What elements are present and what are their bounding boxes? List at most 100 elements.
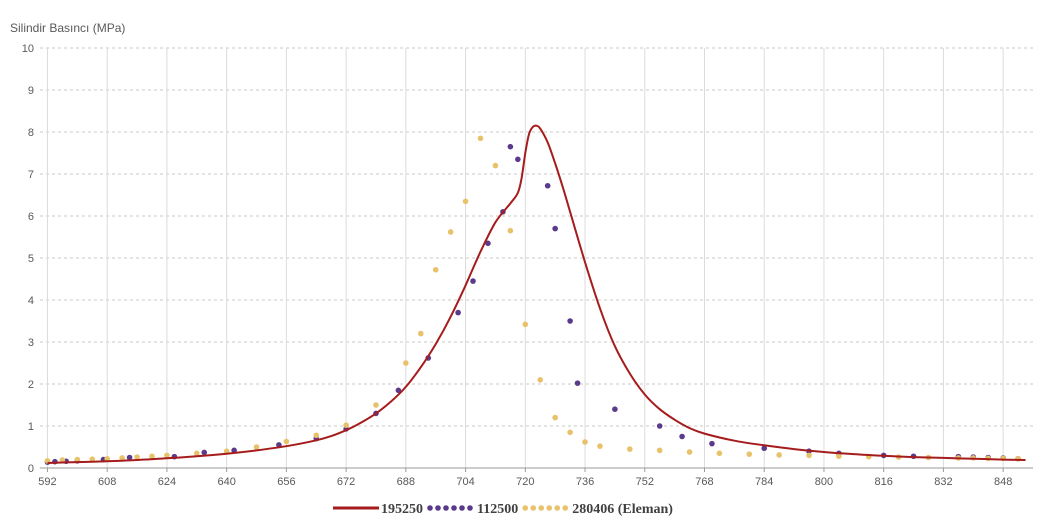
data-point-280406 (Eleman): [149, 453, 155, 460]
y-axis-title: Silindir Basıncı (MPa): [10, 21, 125, 35]
x-tick-label: 608: [98, 476, 116, 488]
x-tick-label: 624: [158, 476, 176, 488]
data-point-280406 (Eleman): [74, 456, 81, 463]
data-point-280406 (Eleman): [836, 453, 842, 460]
y-tick-label: 2: [28, 379, 34, 391]
legend-dot-swatch: [435, 505, 441, 511]
data-point-112500: [567, 318, 573, 324]
y-tick-label: 6: [28, 211, 34, 223]
y-tick-labels: 0 1 2 3 4 5 6 7 8 9 10: [22, 43, 34, 475]
y-tick-label: 9: [28, 85, 34, 97]
data-point-280406 (Eleman): [104, 455, 110, 462]
y-tick-label: 10: [22, 43, 34, 55]
x-tick-label: 704: [456, 476, 474, 488]
data-point-112500: [552, 225, 558, 232]
data-point-280406 (Eleman): [746, 451, 753, 457]
data-point-280406 (Eleman): [313, 432, 320, 439]
y-tick-label: 7: [28, 169, 34, 181]
data-point-280406 (Eleman): [552, 414, 558, 421]
data-point-112500: [126, 454, 133, 461]
data-point-112500: [201, 449, 208, 456]
data-point-112500: [679, 433, 685, 440]
data-point-280406 (Eleman): [253, 444, 260, 450]
y-tick-label: 3: [28, 337, 34, 349]
data-point-112500: [574, 380, 581, 386]
data-point-112500: [612, 406, 618, 413]
x-tick-label: 592: [38, 476, 56, 488]
data-point-112500: [507, 143, 514, 150]
x-tick-label: 768: [695, 476, 713, 488]
data-point-280406 (Eleman): [417, 330, 424, 337]
data-point-280406 (Eleman): [686, 449, 693, 455]
data-point-112500: [455, 309, 461, 316]
data-point-280406 (Eleman): [806, 452, 812, 459]
x-tick-label: 848: [994, 476, 1012, 488]
grid-lines: [40, 47, 1033, 472]
legend-label: 112500: [477, 502, 518, 517]
legend-dot-swatch: [467, 505, 473, 511]
x-tick-label: 800: [815, 476, 833, 488]
legend-dot-swatch: [530, 505, 537, 511]
data-point-112500: [515, 156, 521, 163]
x-tick-label: 672: [337, 476, 355, 488]
y-tick-label: 8: [28, 127, 34, 139]
data-point-280406 (Eleman): [447, 229, 454, 235]
legend-dot-swatch: [451, 505, 457, 511]
data-point-280406 (Eleman): [582, 439, 588, 445]
data-point-280406 (Eleman): [716, 450, 723, 457]
data-point-112500: [544, 182, 551, 189]
x-tick-label: 656: [277, 476, 295, 488]
legend-label: 280406 (Eleman): [572, 502, 673, 517]
data-point-280406 (Eleman): [567, 429, 573, 436]
legend-dot-swatch: [522, 505, 529, 511]
data-point-112500: [709, 440, 715, 447]
data-point-280406 (Eleman): [403, 360, 409, 366]
data-point-280406 (Eleman): [597, 443, 603, 449]
legend-dot-swatch: [443, 505, 449, 511]
data-point-280406 (Eleman): [477, 135, 484, 142]
data-point-280406 (Eleman): [537, 377, 544, 383]
data-point-112500: [656, 423, 663, 429]
x-tick-label: 736: [576, 476, 594, 488]
data-point-280406 (Eleman): [59, 457, 66, 463]
x-tick-label: 832: [934, 476, 952, 488]
chart-legend: 195250 112500 280406 (Eleman): [333, 502, 673, 517]
x-tick-label: 720: [516, 476, 534, 488]
plot-series: [44, 124, 1026, 465]
data-point-280406 (Eleman): [432, 266, 439, 273]
data-point-280406 (Eleman): [283, 438, 290, 445]
series-line-195250: [47, 124, 1026, 464]
data-point-112500: [231, 447, 237, 454]
legend-dot-swatch: [546, 505, 553, 511]
x-tick-label: 816: [874, 476, 892, 488]
data-point-280406 (Eleman): [193, 450, 200, 457]
data-point-112500: [761, 445, 768, 452]
data-point-280406 (Eleman): [776, 452, 782, 458]
data-point-280406 (Eleman): [492, 162, 499, 169]
y-tick-label: 5: [28, 253, 34, 265]
data-point-112500: [395, 387, 402, 394]
data-point-280406 (Eleman): [507, 227, 514, 234]
data-point-280406 (Eleman): [656, 447, 663, 454]
legend-dot-swatch: [538, 505, 545, 511]
x-tick-label: 688: [397, 476, 415, 488]
x-tick-label: 640: [217, 476, 235, 488]
y-tick-label: 0: [28, 463, 34, 475]
legend-dot-swatch: [427, 505, 433, 511]
data-point-280406 (Eleman): [373, 402, 379, 408]
legend-label: 195250: [381, 502, 423, 517]
y-tick-label: 4: [28, 295, 34, 307]
legend-dot-swatch: [562, 505, 569, 511]
data-point-112500: [470, 278, 476, 284]
x-tick-label: 752: [636, 476, 654, 488]
data-point-280406 (Eleman): [164, 452, 170, 459]
data-point-280406 (Eleman): [627, 446, 633, 452]
data-point-280406 (Eleman): [462, 198, 469, 205]
data-point-280406 (Eleman): [89, 456, 96, 462]
data-point-112500: [485, 240, 491, 247]
x-tick-label: 784: [755, 476, 773, 488]
y-tick-label: 1: [28, 421, 34, 433]
data-point-280406 (Eleman): [522, 321, 529, 328]
legend-dot-swatch: [554, 505, 561, 511]
